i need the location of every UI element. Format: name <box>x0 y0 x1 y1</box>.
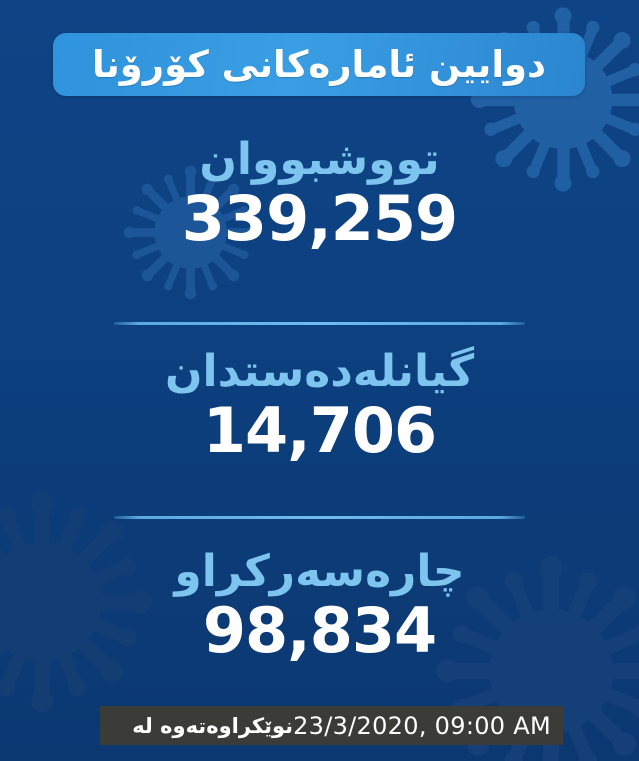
page-title: دوایین ئاماره‌کانی کۆرۆنا <box>92 43 546 86</box>
stat-block-deaths: گیانلەدەستدان 14,706 <box>0 348 639 463</box>
header-banner: دوایین ئاماره‌کانی کۆرۆنا <box>53 33 585 96</box>
divider <box>114 322 525 325</box>
stat-value-deaths: 14,706 <box>202 393 437 467</box>
update-timestamp: 23/3/2020, 09:00 AM <box>293 711 551 740</box>
stat-label-cases: تووشبووان <box>199 134 440 185</box>
stat-label-recovered: چارەسەرکراو <box>174 546 465 597</box>
stat-value-cases: 339,259 <box>181 181 458 255</box>
stat-value-recovered: 98,834 <box>202 593 437 667</box>
update-label: نوێکراوەتەوە لە <box>132 713 294 738</box>
divider <box>114 516 525 519</box>
footer-update-bar: 23/3/2020, 09:00 AM نوێکراوەتەوە لە <box>100 706 563 745</box>
stat-label-deaths: گیانلەدەستدان <box>164 346 475 397</box>
stat-block-cases: تووشبووان 339,259 <box>0 136 639 251</box>
stat-block-recovered: چارەسەرکراو 98,834 <box>0 548 639 663</box>
